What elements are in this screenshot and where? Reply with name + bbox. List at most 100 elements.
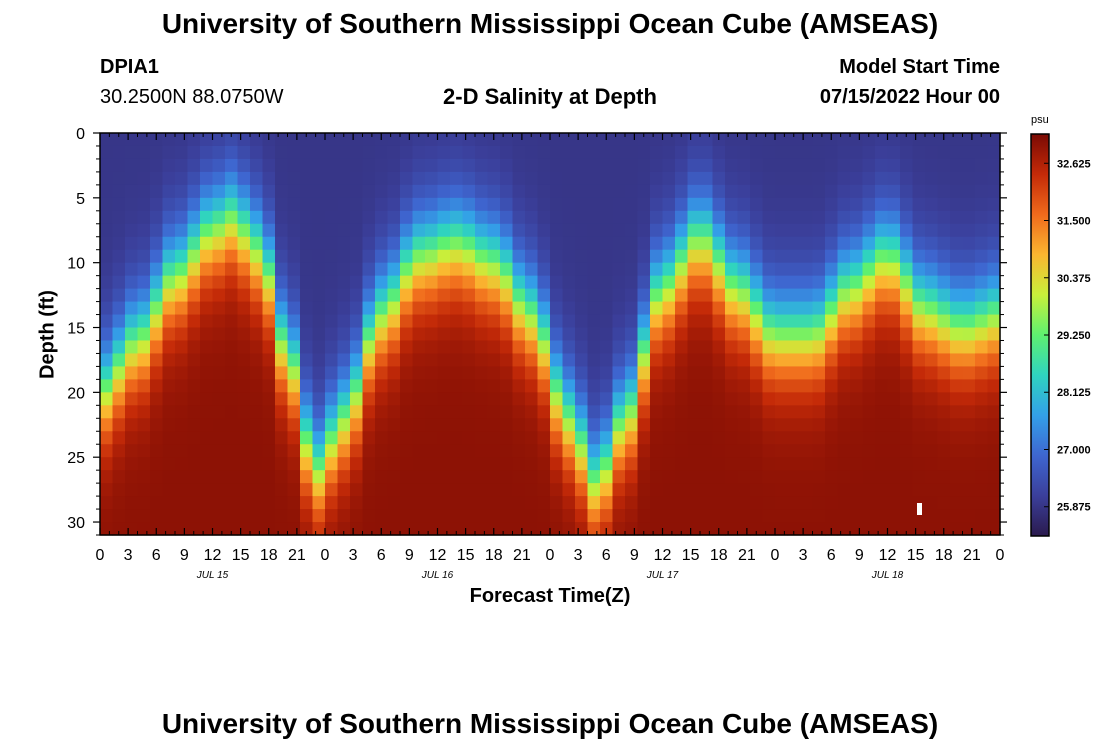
heatmap-cell [512,314,526,329]
heatmap-cell [275,249,289,264]
heatmap-cell [287,340,301,355]
colorbar-tick-label: 25.875 [1057,502,1091,514]
heatmap-cell [800,444,814,458]
heatmap-cell [225,444,239,458]
heatmap-cell [162,431,176,445]
heatmap-cell [737,145,751,160]
heatmap-cell [525,145,539,160]
heatmap-cell [625,327,639,342]
heatmap-cell [837,405,851,419]
heatmap-cell [175,197,189,212]
x-tick-label: 6 [602,547,611,564]
heatmap-cell [562,392,576,406]
heatmap-cell [487,145,501,160]
heatmap-cell [687,236,701,251]
heatmap-cell [825,470,839,484]
heatmap-cell [850,223,864,238]
heatmap-cell [662,262,676,277]
heatmap-cell [487,431,501,445]
heatmap-cell [312,275,326,290]
heatmap-cell [487,288,501,303]
heatmap-cell [662,197,676,212]
heatmap-cell [525,236,539,251]
heatmap-cell [162,392,176,406]
x-tick-label: 15 [907,547,925,564]
heatmap-cell [350,262,364,277]
heatmap-cell [712,457,726,471]
heatmap-cell [300,483,314,497]
heatmap-cell [162,145,176,160]
heatmap-cell [650,133,664,147]
heatmap-cell [787,470,801,484]
heatmap-cell [262,275,276,290]
heatmap-cell [812,314,826,329]
heatmap-cell [725,133,739,147]
heatmap-cell [637,392,651,406]
heatmap-cell [175,418,189,432]
heatmap-cell [750,210,764,225]
heatmap-cell [350,418,364,432]
heatmap-cell [275,158,289,173]
heatmap-cell [225,184,239,199]
heatmap-cell [550,457,564,471]
heatmap-cell [137,158,151,173]
heatmap-cell [525,379,539,393]
heatmap-cell [800,457,814,471]
heatmap-cell [312,236,326,251]
heatmap-cell [412,483,426,497]
heatmap-cell [512,262,526,277]
heatmap-cell [100,470,114,484]
heatmap-cell [300,340,314,355]
heatmap-cell [925,470,939,484]
heatmap-cell [275,431,289,445]
heatmap-cell [400,509,414,523]
heatmap-cell [862,353,876,368]
heatmap-cell [687,470,701,484]
heatmap-cell [625,288,639,303]
heatmap-cell [550,249,564,264]
day-label: JUL 18 [871,570,904,581]
heatmap-cell [187,158,201,173]
heatmap-cell [175,249,189,264]
heatmap-cell [925,262,939,277]
heatmap-cell [850,171,864,186]
heatmap-cell [787,444,801,458]
heatmap-cell [200,288,214,303]
heatmap-cell [437,392,451,406]
heatmap-cell [262,444,276,458]
heatmap-cell [287,418,301,432]
heatmap-cell [512,470,526,484]
heatmap-cell [162,353,176,368]
heatmap-cell [687,483,701,497]
heatmap-cell [937,171,951,186]
heatmap-cell [637,262,651,277]
heatmap-cell [600,158,614,173]
heatmap-cell [325,340,339,355]
heatmap-cell [112,405,126,419]
heatmap-cell [612,210,626,225]
heatmap-cell [987,158,1001,173]
heatmap-cell [575,340,589,355]
heatmap-cell [887,444,901,458]
heatmap-cell [937,262,951,277]
heatmap-cell [537,444,551,458]
heatmap-cell [975,457,989,471]
heatmap-cell [187,262,201,277]
heatmap-cell [762,405,776,419]
heatmap-cell [700,444,714,458]
heatmap-cell [262,353,276,368]
heatmap-cell [325,275,339,290]
heatmap-cell [587,158,601,173]
heatmap-cell [850,483,864,497]
heatmap-cell [887,509,901,523]
heatmap-cell [575,353,589,368]
heatmap-cell [362,509,376,523]
heatmap-cell [237,262,251,277]
heatmap-cell [362,288,376,303]
heatmap-cell [837,249,851,264]
heatmap-cell [325,145,339,160]
heatmap-cell [687,288,701,303]
heatmap-cell [775,210,789,225]
heatmap-cell [800,470,814,484]
heatmap-cell [237,249,251,264]
